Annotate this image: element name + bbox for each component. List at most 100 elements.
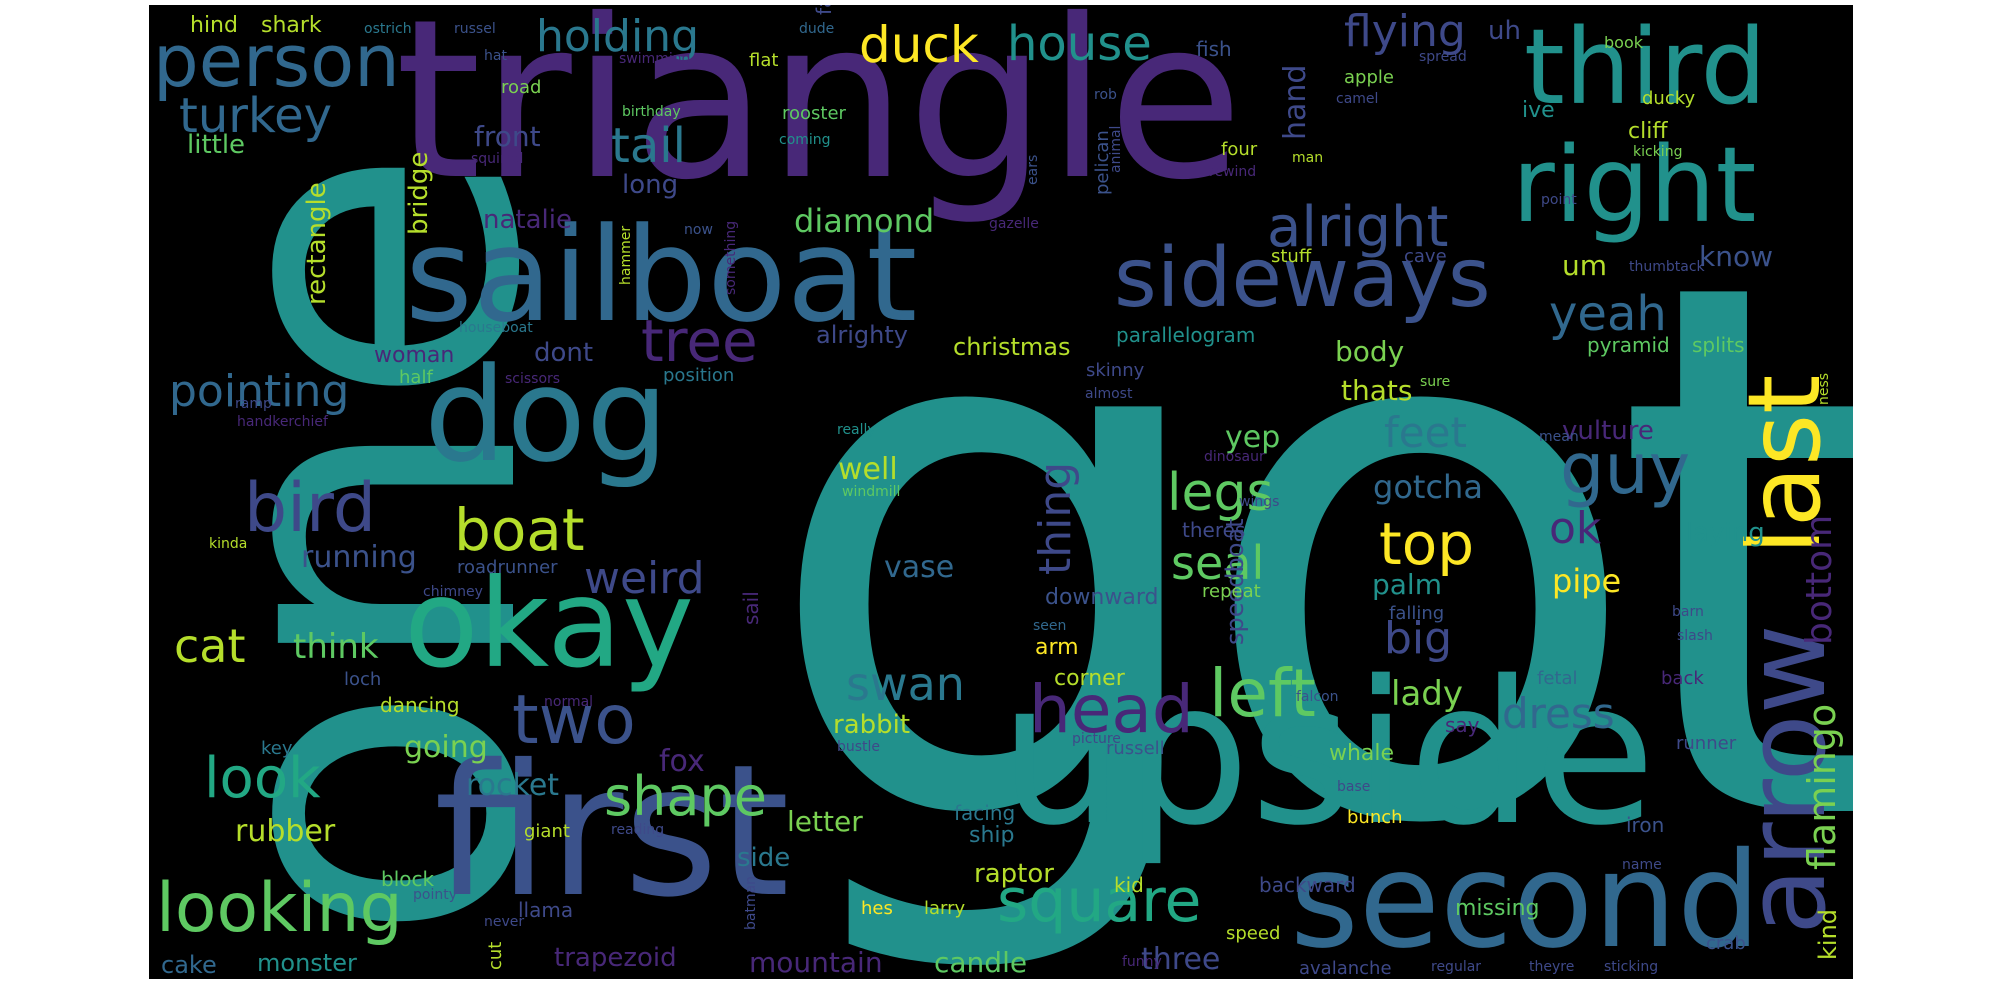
cloud-word: sailboat xyxy=(405,199,918,351)
cloud-word: pipe xyxy=(1552,562,1622,600)
word-cloud: got one triangle upside first second sai… xyxy=(149,5,1853,979)
cloud-word: roadrunner xyxy=(457,557,558,578)
cloud-word: left xyxy=(1209,655,1316,732)
cloud-word: ostrich xyxy=(364,21,412,37)
cloud-word: hes xyxy=(861,898,893,919)
cloud-word: squirrel xyxy=(471,151,524,167)
cloud-word: now xyxy=(684,222,713,238)
cloud-word: camel xyxy=(1336,91,1379,107)
cloud-word: ship xyxy=(969,823,1015,848)
cloud-word: vulture xyxy=(1562,416,1654,446)
cloud-word: bridge xyxy=(404,151,434,235)
cloud-word: arm xyxy=(1035,635,1079,660)
cloud-word: uh xyxy=(1488,16,1521,46)
cloud-word: swimming xyxy=(619,51,691,67)
cloud-word: body xyxy=(1335,335,1405,368)
cloud-word: upside xyxy=(999,638,1656,869)
cloud-word: side xyxy=(737,843,791,873)
cloud-word: whale xyxy=(1329,741,1395,766)
cloud-word: houseboat xyxy=(459,320,533,336)
cloud-word: splits xyxy=(1692,333,1745,357)
cloud-word: rectangle xyxy=(302,182,332,305)
cloud-word: monster xyxy=(257,949,357,977)
cloud-word: rocket xyxy=(466,768,560,803)
cloud-word: regular xyxy=(1431,959,1482,975)
cloud-word: really xyxy=(837,422,876,438)
cloud-word: falcon xyxy=(1296,689,1339,705)
cloud-word: block xyxy=(381,867,435,891)
cloud-word: mountain xyxy=(749,946,883,979)
cloud-word: cat xyxy=(174,619,246,673)
cloud-word: alright xyxy=(1267,195,1449,260)
cloud-word: fat xyxy=(812,5,836,15)
cloud-word: position xyxy=(663,365,735,386)
cloud-word: slash xyxy=(1677,628,1713,644)
cloud-word: book xyxy=(1604,33,1643,52)
cloud-word: windmill xyxy=(842,484,901,500)
cloud-word: ok xyxy=(1549,503,1602,554)
cloud-word: shape xyxy=(604,765,767,828)
cloud-word: gotcha xyxy=(1373,468,1483,506)
cloud-word: bustle xyxy=(837,739,881,755)
cloud-word: hat xyxy=(484,48,507,64)
cloud-word: cave xyxy=(1404,246,1447,267)
cloud-word: look xyxy=(204,746,321,811)
cloud-word: house xyxy=(1007,16,1152,72)
cloud-word: two xyxy=(512,681,636,760)
cloud-word: flamingo xyxy=(1800,703,1844,870)
cloud-word: square xyxy=(997,866,1202,936)
cloud-word: going xyxy=(404,730,488,765)
cloud-word: turkey xyxy=(179,88,332,144)
cloud-word: back xyxy=(1661,668,1704,689)
cloud-word: thats xyxy=(1341,374,1413,407)
cloud-word: chimney xyxy=(423,584,483,600)
cloud-word: dog xyxy=(424,339,669,491)
cloud-word: ramp xyxy=(235,396,272,412)
cloud-word: looking xyxy=(156,869,403,948)
cloud-word: kid xyxy=(1114,873,1144,897)
cloud-word: pointy xyxy=(413,887,457,903)
cloud-word: pyramid xyxy=(1587,333,1670,357)
cloud-word: right xyxy=(1512,124,1757,246)
cloud-word: batman xyxy=(743,875,759,930)
cloud-word: man xyxy=(1292,150,1324,166)
cloud-word: swan xyxy=(846,657,965,711)
cloud-word: crab xyxy=(1706,933,1746,954)
cloud-word: triangle xyxy=(395,5,1244,228)
cloud-word: cake xyxy=(161,951,217,979)
cloud-word: fetal xyxy=(1537,668,1578,689)
cloud-word: parallelogram xyxy=(1116,323,1256,347)
cloud-word: letter xyxy=(787,805,863,838)
cloud-word: well xyxy=(838,452,898,487)
cloud-word: avalanche xyxy=(1299,958,1392,979)
cloud-word: barn xyxy=(1672,604,1704,620)
cloud-word: apple xyxy=(1344,67,1394,88)
cloud-word: mean xyxy=(1539,429,1579,445)
cloud-word: rooster xyxy=(782,103,846,124)
cloud-word: flat xyxy=(749,50,779,71)
cloud-word: bird xyxy=(244,469,376,548)
cloud-word: lady xyxy=(1391,674,1463,714)
cloud-word: tree xyxy=(641,307,758,375)
cloud-word: road xyxy=(501,77,542,98)
cloud-word: natalie xyxy=(483,205,572,235)
cloud-word: missing xyxy=(1455,896,1540,921)
cloud-word: okay xyxy=(404,553,695,695)
cloud-word: dont xyxy=(534,338,594,368)
cloud-word: pointing xyxy=(169,366,350,417)
cloud-word: person xyxy=(153,19,400,103)
cloud-word: flying xyxy=(1344,6,1466,57)
cloud-word: rubber xyxy=(235,814,336,849)
cloud-word: ears xyxy=(1025,154,1041,185)
cloud-word: trapezoid xyxy=(554,943,677,973)
cloud-word: hammer xyxy=(618,225,634,285)
cloud-word: second xyxy=(1290,824,1761,978)
cloud-word: gazelle xyxy=(989,216,1039,232)
cloud-word: picture xyxy=(1072,731,1121,747)
cloud-word: shark xyxy=(261,13,322,38)
cloud-word: rabbit xyxy=(833,710,911,740)
cloud-word: falling xyxy=(1389,603,1445,624)
cloud-word: speed xyxy=(1226,923,1281,944)
cloud-word: reading xyxy=(611,822,665,838)
cloud-word: half xyxy=(399,367,433,388)
